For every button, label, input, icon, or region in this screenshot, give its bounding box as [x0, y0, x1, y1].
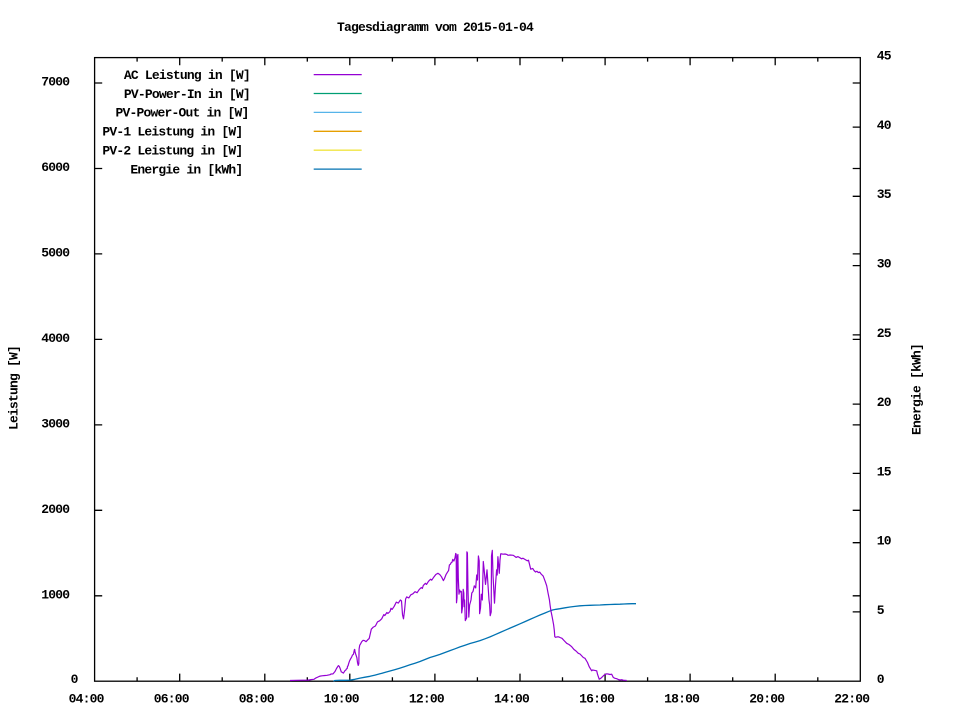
svg-text:AC Leistung in [W]: AC Leistung in [W] — [124, 68, 250, 83]
svg-text:18:00: 18:00 — [664, 691, 700, 706]
svg-text:15: 15 — [877, 464, 892, 479]
svg-text:3000: 3000 — [41, 417, 70, 432]
svg-text:1000: 1000 — [41, 587, 70, 602]
svg-text:16:00: 16:00 — [579, 691, 615, 706]
svg-text:PV-1 Leistung in [W]: PV-1 Leistung in [W] — [102, 125, 242, 140]
svg-text:PV-Power-In in [W]: PV-Power-In in [W] — [124, 87, 250, 102]
svg-text:08:00: 08:00 — [239, 691, 275, 706]
svg-text:22:00: 22:00 — [834, 691, 870, 706]
svg-text:4000: 4000 — [41, 331, 70, 346]
svg-text:40: 40 — [877, 118, 892, 133]
svg-text:20:00: 20:00 — [749, 691, 785, 706]
svg-text:12:00: 12:00 — [409, 691, 445, 706]
svg-text:35: 35 — [877, 187, 892, 202]
svg-text:PV-Power-Out in [W]: PV-Power-Out in [W] — [115, 106, 248, 121]
svg-text:5: 5 — [877, 603, 885, 618]
svg-text:2000: 2000 — [41, 502, 70, 517]
svg-text:06:00: 06:00 — [154, 691, 190, 706]
svg-text:0: 0 — [877, 672, 885, 687]
svg-text:45: 45 — [877, 49, 892, 64]
svg-text:10: 10 — [877, 534, 892, 549]
svg-text:5000: 5000 — [41, 246, 70, 261]
svg-text:10:00: 10:00 — [324, 691, 360, 706]
svg-text:0: 0 — [71, 672, 79, 687]
svg-text:6000: 6000 — [41, 160, 70, 175]
svg-text:Leistung [W]: Leistung [W] — [7, 346, 22, 430]
svg-text:25: 25 — [877, 326, 892, 341]
svg-text:PV-2 Leistung in [W]: PV-2 Leistung in [W] — [102, 144, 242, 159]
svg-text:30: 30 — [877, 257, 892, 272]
svg-text:04:00: 04:00 — [69, 691, 105, 706]
svg-text:Energie [kWh]: Energie [kWh] — [910, 344, 925, 435]
svg-text:7000: 7000 — [41, 75, 70, 90]
svg-text:14:00: 14:00 — [494, 691, 530, 706]
svg-text:20: 20 — [877, 395, 892, 410]
svg-text:Tagesdiagramm vom 2015-01-04: Tagesdiagramm vom 2015-01-04 — [337, 20, 534, 35]
svg-text:Energie in [kWh]: Energie in [kWh] — [130, 162, 242, 177]
